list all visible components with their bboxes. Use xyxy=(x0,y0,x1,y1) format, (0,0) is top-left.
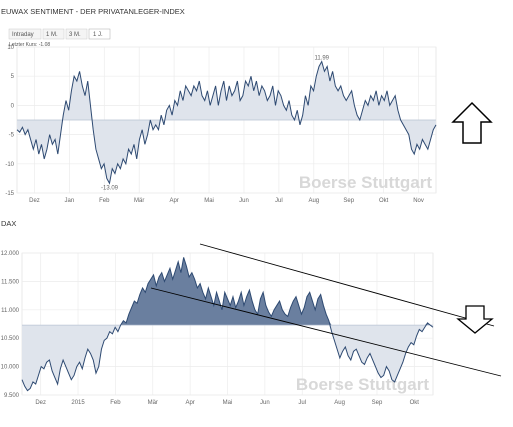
dax-title: DAX xyxy=(1,219,16,228)
y-tick-label: 10.500 xyxy=(1,336,20,342)
tab-intraday-label: Intraday xyxy=(12,32,34,38)
x-tick-label: Jul xyxy=(298,400,306,406)
x-tick-label: Mai xyxy=(223,400,233,406)
x-tick-label: Aug xyxy=(308,198,319,204)
x-tick-label: Nov xyxy=(413,198,424,204)
x-tick-label: Jun xyxy=(260,400,270,406)
sentiment-chart: Dez Jan Feb Mär Apr Mai Jun Jul Aug Sep Okt Nov 10 5 0… xyxy=(5,45,436,204)
tab-1m-label: 1 M. xyxy=(46,32,58,38)
arrow-up-icon xyxy=(453,103,491,143)
x-tick-label: Okt xyxy=(410,400,420,406)
x-tick-label: Mär xyxy=(148,400,158,406)
dax-chart: Dez 2015 Feb Mär Apr Mai Jun Jul Aug Sep Okt 12.000… xyxy=(1,244,501,406)
x-tick-label: 2015 xyxy=(71,400,85,406)
x-tick-label: Mai xyxy=(204,198,214,204)
y-tick-label: 12.000 xyxy=(1,251,20,257)
tab-3m-label: 3 M. xyxy=(69,32,81,38)
x-tick-label: Mär xyxy=(134,198,144,204)
y-tick-label: 5 xyxy=(11,74,15,80)
y-tick-label: 10.000 xyxy=(1,365,20,371)
watermark-text: Boerse Stuttgart xyxy=(299,173,433,192)
x-tick-label: Sep xyxy=(372,400,383,406)
min-annotation: -13.09 xyxy=(101,185,119,191)
watermark-text: Boerse Stuttgart xyxy=(296,375,430,394)
x-tick-label: Apr xyxy=(185,400,194,406)
max-annotation: 11.99 xyxy=(314,56,329,62)
y-tick-label: 0 xyxy=(11,103,15,109)
arrow-down-icon xyxy=(458,306,492,333)
x-tick-label: Feb xyxy=(99,198,110,204)
x-tick-label: Okt xyxy=(379,198,389,204)
tab-1y-label: 1 J. xyxy=(93,32,103,38)
x-tick-label: Dez xyxy=(35,400,46,406)
y-tick-label: 11.500 xyxy=(1,279,20,285)
x-tick-label: Feb xyxy=(110,400,121,406)
x-tick-label: Apr xyxy=(169,198,178,204)
y-tick-label: -5 xyxy=(9,133,15,139)
y-tick-label: 9.500 xyxy=(4,393,20,399)
x-tick-label: Sep xyxy=(343,198,354,204)
y-tick-label: -10 xyxy=(5,162,14,168)
y-tick-label: 11.000 xyxy=(1,308,20,314)
y-tick-label: -15 xyxy=(5,191,14,197)
x-tick-label: Jan xyxy=(65,198,75,204)
x-tick-label: Jul xyxy=(275,198,283,204)
x-tick-label: Dez xyxy=(29,198,40,204)
x-tick-label: Aug xyxy=(334,400,345,406)
y-tick-label: 10 xyxy=(7,45,14,51)
sentiment-title: EUWAX SENTIMENT - DER PRIVATANLEGER-INDE… xyxy=(1,7,185,16)
x-tick-label: Jun xyxy=(239,198,249,204)
range-tabs: Intraday 1 M. 3 M. 1 J. xyxy=(9,29,110,39)
